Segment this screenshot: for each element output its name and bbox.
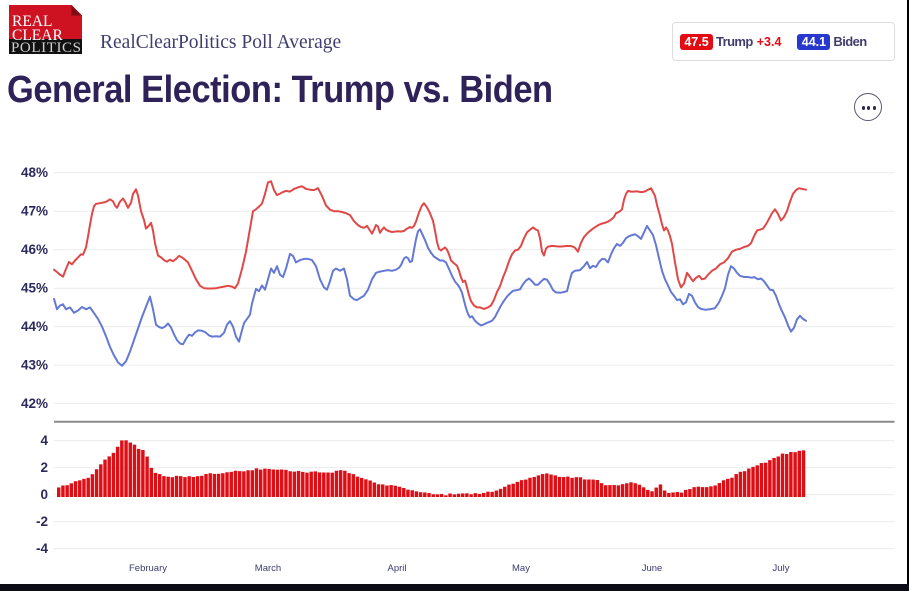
svg-text:46%: 46% [21, 242, 48, 257]
svg-text:March: March [255, 563, 281, 574]
svg-text:44%: 44% [21, 319, 48, 334]
svg-text:0: 0 [40, 487, 48, 502]
svg-text:REAL: REAL [12, 13, 52, 30]
svg-text:May: May [512, 563, 530, 574]
svg-text:CLEAR: CLEAR [12, 27, 63, 44]
svg-text:4: 4 [40, 433, 48, 448]
svg-text:-4: -4 [36, 541, 48, 556]
svg-text:April: April [387, 563, 406, 574]
svg-text:July: July [773, 563, 790, 574]
svg-text:45%: 45% [21, 281, 48, 296]
svg-text:-2: -2 [36, 514, 48, 529]
svg-text:February: February [129, 563, 167, 574]
svg-text:47%: 47% [21, 204, 48, 219]
svg-text:42%: 42% [21, 396, 48, 411]
svg-text:48%: 48% [21, 165, 48, 180]
svg-text:POLITICS: POLITICS [11, 40, 81, 54]
svg-text:June: June [642, 563, 663, 574]
svg-text:2: 2 [40, 460, 48, 475]
svg-text:43%: 43% [21, 357, 48, 372]
